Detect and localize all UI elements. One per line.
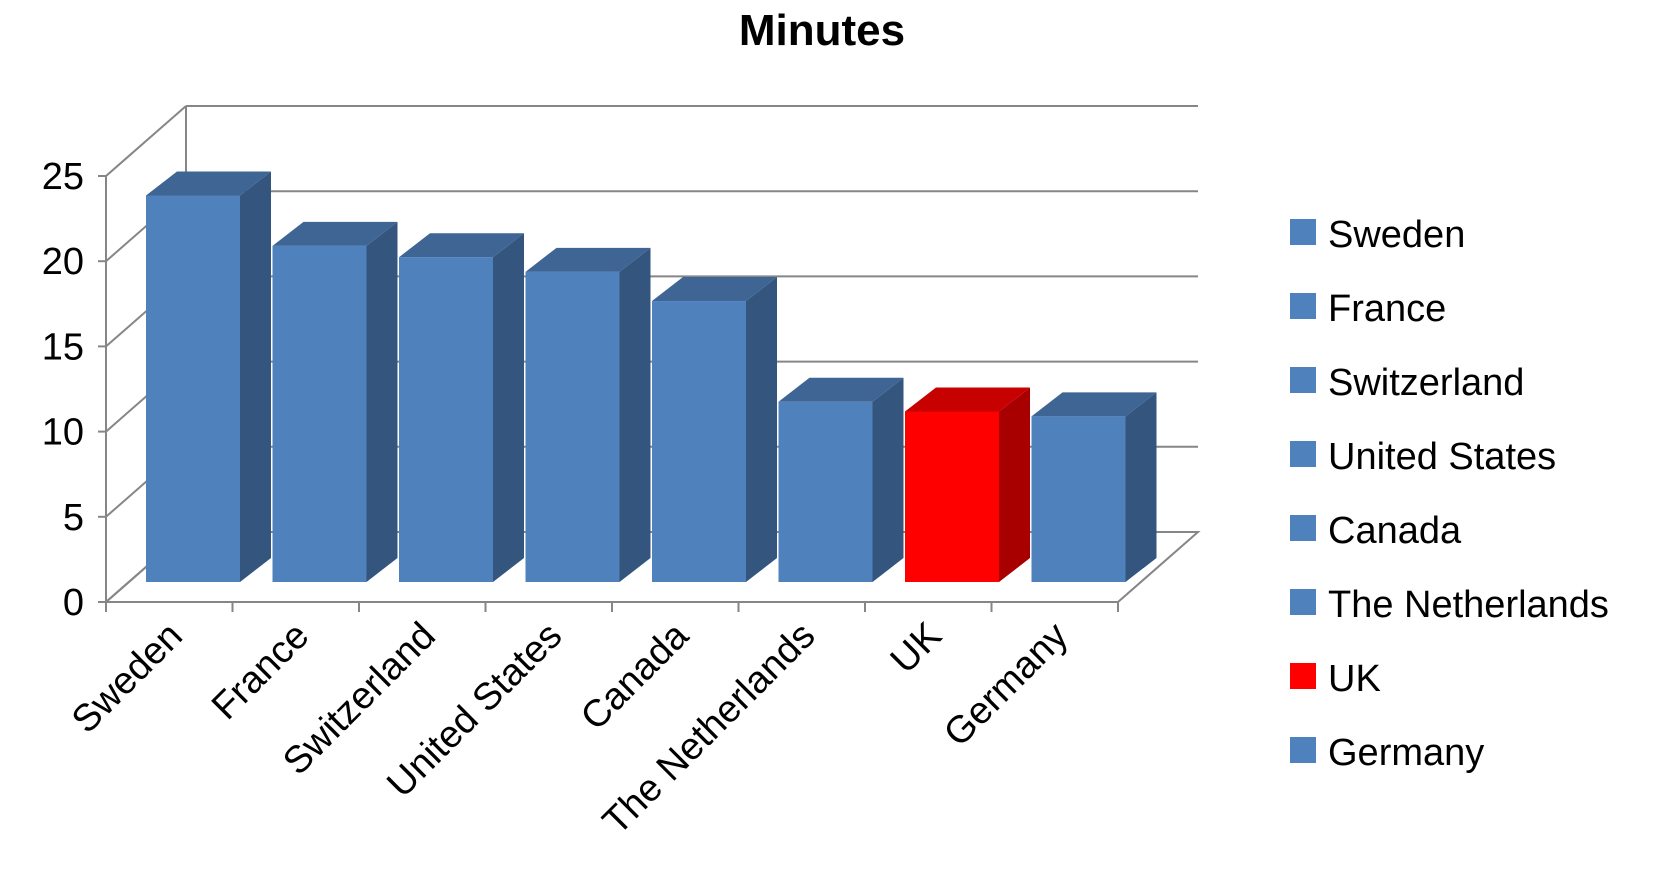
y-tick-label: 5: [63, 497, 84, 539]
legend-label: Switzerland: [1328, 362, 1524, 404]
y-tick-label: 0: [63, 582, 84, 624]
bar-front: [272, 245, 367, 582]
bar-top: [272, 221, 398, 246]
bar-switzerland: [399, 233, 524, 582]
legend-label: Germany: [1328, 732, 1484, 774]
bar-front: [652, 301, 746, 582]
bar-side: [619, 247, 651, 583]
legend-label: Canada: [1328, 510, 1462, 552]
y-tick-label: 20: [42, 241, 84, 283]
legend-swatch: [1290, 293, 1316, 319]
bar-front: [525, 271, 620, 582]
legend-swatch: [1290, 219, 1316, 245]
x-tick-label: Sweden: [64, 615, 191, 742]
bar-side: [240, 171, 271, 582]
bar-top: [778, 377, 904, 402]
bar-top: [399, 233, 524, 258]
bar-sweden: [146, 171, 271, 582]
bar-top: [905, 387, 1030, 412]
bars: [146, 171, 1157, 583]
bar-front: [146, 195, 240, 582]
bar-front: [399, 257, 493, 582]
legend-item: Germany: [1290, 732, 1484, 774]
legend: Sweden France Switzerland United States Cana…: [1290, 214, 1609, 774]
bar-canada: [652, 277, 777, 582]
legend-label: Sweden: [1328, 214, 1465, 256]
bar-top: [652, 277, 777, 302]
bar-uk: [905, 387, 1030, 582]
x-tick-label: The Netherlands: [595, 615, 823, 843]
legend-label: France: [1328, 288, 1446, 330]
bar-top: [1031, 392, 1157, 417]
bar-front: [905, 411, 999, 582]
bar-germany: [1031, 392, 1157, 582]
x-tick-label: UK: [883, 615, 950, 682]
legend-item: Switzerland: [1290, 362, 1524, 404]
bar-side: [999, 387, 1030, 582]
x-tick-label: France: [204, 615, 317, 728]
bar-side: [746, 277, 777, 582]
legend-item: Canada: [1290, 510, 1462, 552]
legend-swatch: [1290, 515, 1316, 541]
x-tick-label: Germany: [936, 615, 1076, 755]
bar-france: [272, 221, 398, 582]
legend-swatch: [1290, 441, 1316, 467]
bar-top: [146, 171, 271, 196]
legend-label: UK: [1328, 658, 1381, 700]
legend-swatch: [1290, 367, 1316, 393]
bar-top: [525, 247, 651, 272]
bar-front: [778, 401, 873, 582]
legend-label: United States: [1328, 436, 1556, 478]
y-tick-label: 10: [42, 412, 84, 454]
legend-swatch: [1290, 737, 1316, 763]
x-tick-label: Canada: [573, 614, 697, 738]
legend-item: The Netherlands: [1290, 584, 1609, 626]
bar-side: [366, 221, 398, 582]
bar-the-netherlands: [778, 377, 904, 582]
y-tick-label: 15: [42, 326, 84, 368]
legend-item: United States: [1290, 436, 1556, 478]
bar-side: [493, 233, 524, 582]
bar-front: [1031, 416, 1126, 582]
y-axis: 0 5 10 15 20 25: [42, 156, 107, 624]
side-wall-line: [105, 105, 187, 177]
bar-united-states: [525, 247, 651, 583]
legend-swatch: [1290, 589, 1316, 615]
legend-label: The Netherlands: [1328, 584, 1609, 626]
bar-side: [872, 377, 904, 582]
chart-title: Minutes: [739, 6, 905, 55]
bar-side: [1125, 392, 1157, 582]
legend-item: UK: [1290, 658, 1381, 700]
y-tick-label: 25: [42, 156, 84, 198]
legend-item: Sweden: [1290, 214, 1465, 256]
legend-item: France: [1290, 288, 1446, 330]
legend-swatch: [1290, 663, 1316, 689]
